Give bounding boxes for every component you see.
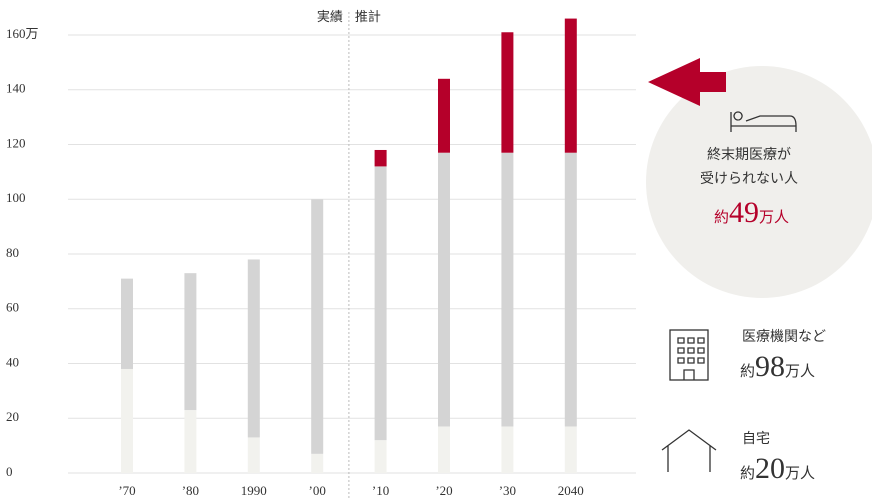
x-tick-label: ’10 xyxy=(372,483,389,498)
bar-segment xyxy=(121,278,133,369)
bar-segment xyxy=(247,437,260,473)
bar-segment xyxy=(438,152,450,427)
legend-label: 医療機関など xyxy=(742,330,826,345)
amount-unit: 万人 xyxy=(785,466,816,482)
amount-number: 98 xyxy=(755,350,786,383)
arrow xyxy=(648,58,726,106)
bar-segment xyxy=(184,410,197,473)
bar-segment xyxy=(501,152,514,427)
amount-number: 49 xyxy=(729,196,760,229)
bar-segment xyxy=(564,426,577,473)
y-tick-label: 100 xyxy=(6,190,26,205)
house-icon xyxy=(661,429,717,472)
legend-label: 自宅 xyxy=(742,432,770,447)
bar-segment xyxy=(184,273,197,411)
building-icon xyxy=(669,329,709,381)
amount-prefix: 約 xyxy=(740,466,756,482)
legend-label: 終末期医療が 受けられない人 xyxy=(700,148,798,187)
bar-segment xyxy=(374,149,387,167)
highlight-circle xyxy=(646,66,872,298)
bar-segment xyxy=(121,368,133,473)
divider-left: 実績 xyxy=(317,9,343,24)
amount-unit: 万人 xyxy=(785,364,816,380)
x-tick-label: ’70 xyxy=(118,483,135,498)
bar-segment xyxy=(501,32,514,153)
y-tick-label: 40 xyxy=(6,354,19,369)
legend-amount: 約20万人 xyxy=(740,452,815,486)
bar-segment xyxy=(311,199,324,454)
x-tick-label: ’30 xyxy=(499,483,516,498)
y-tick-label: 20 xyxy=(6,409,19,424)
bar-segment xyxy=(247,259,260,438)
amount-unit: 万人 xyxy=(759,210,790,226)
y-tick-label: 0 xyxy=(6,464,13,479)
legend-amount: 約49万人 xyxy=(714,196,789,230)
bar-segment xyxy=(564,152,577,427)
x-tick-label: ’80 xyxy=(182,483,199,498)
y-tick-label: 80 xyxy=(6,245,19,260)
bar-segment xyxy=(438,426,450,473)
bar-segment xyxy=(311,453,324,473)
bar-segment xyxy=(564,18,577,153)
x-tick-label: ’00 xyxy=(309,483,326,498)
bar-segment xyxy=(374,440,387,473)
x-tick-label: 2040 xyxy=(558,483,584,498)
bed-icon xyxy=(730,111,797,132)
bar-segment xyxy=(501,426,514,473)
y-tick-label: 120 xyxy=(6,135,26,150)
bar-segment xyxy=(374,166,387,441)
x-tick-label: ’20 xyxy=(435,483,452,498)
y-tick-label: 160万 xyxy=(6,26,39,41)
amount-prefix: 約 xyxy=(740,364,756,380)
divider-right: 推計 xyxy=(355,9,381,24)
x-tick-label: 1990 xyxy=(241,483,267,498)
y-tick-label: 140 xyxy=(6,81,26,96)
bar-segment xyxy=(438,78,450,153)
amount-number: 20 xyxy=(755,452,786,485)
y-tick-label: 60 xyxy=(6,300,19,315)
amount-prefix: 約 xyxy=(714,210,730,226)
legend-amount: 約98万人 xyxy=(740,350,815,384)
